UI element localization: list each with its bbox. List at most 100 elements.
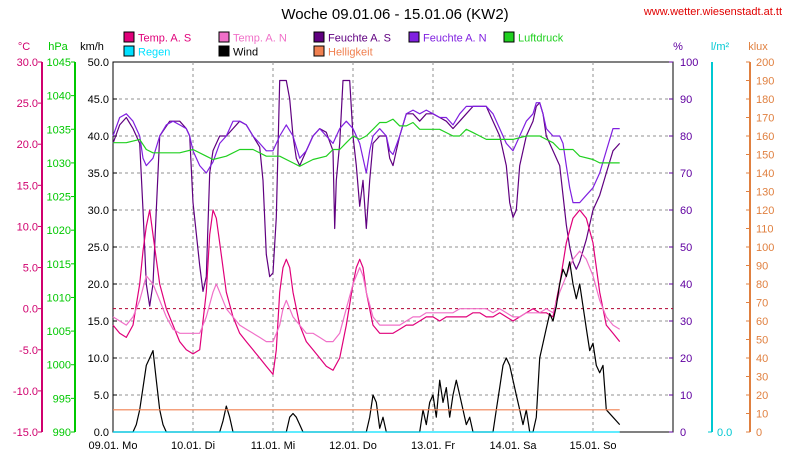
x-tick-label: 15.01. So — [569, 440, 616, 452]
x-tick-label: 12.01. Do — [329, 440, 377, 452]
brightness-tick-label: 160 — [756, 131, 774, 143]
x-tick-label: 09.01. Mo — [89, 440, 138, 452]
brightness-tick-label: 130 — [756, 187, 774, 199]
pressure-tick-label: 1045 — [47, 57, 71, 69]
chart-title: Woche 09.01.06 - 15.01.06 (KW2) — [281, 6, 509, 23]
humidity-tick-label: 40 — [680, 279, 692, 291]
website-url: www.wetter.wiesenstadt.at.tt — [643, 6, 782, 18]
rain-tick-label: 0.0 — [717, 427, 732, 439]
humidity-tick-label: 20 — [680, 353, 692, 365]
x-tick-label: 14.01. Sa — [489, 440, 537, 452]
temp-tick-label: 20.0 — [17, 139, 38, 151]
pressure-tick-label: 1020 — [47, 225, 71, 237]
wind-tick-label: 50.0 — [88, 57, 109, 69]
brightness-tick-label: 140 — [756, 168, 774, 180]
brightness-unit-label: klux — [748, 41, 768, 53]
legend-swatch-temp-a-s — [123, 31, 135, 43]
wind-tick-label: 35.0 — [88, 168, 109, 180]
wind-tick-label: 25.0 — [88, 242, 109, 254]
legend-label-feuchte-a-s: Feuchte A. S — [328, 33, 391, 45]
x-tick-label: 13.01. Fr — [411, 440, 455, 452]
pressure-tick-label: 1035 — [47, 124, 71, 136]
plot-frame — [112, 61, 674, 433]
legend-label-temp-a-n: Temp. A. N — [233, 33, 287, 45]
x-tick-label: 11.01. Mi — [251, 440, 295, 452]
temp-tick-label: -10.0 — [13, 386, 38, 398]
temp-unit-label: °C — [18, 41, 30, 53]
legend-label-temp-a-s: Temp. A. S — [138, 33, 191, 45]
legend-label-feuchte-a-n: Feuchte A. N — [423, 33, 487, 45]
temp-tick-label: 5.0 — [23, 263, 38, 275]
humidity-tick-label: 80 — [680, 131, 692, 143]
humidity-tick-label: 60 — [680, 205, 692, 217]
x-tick-label: 10.01. Di — [171, 440, 215, 452]
humidity-tick-label: 90 — [680, 94, 692, 106]
wind-tick-label: 45.0 — [88, 94, 109, 106]
wind-tick-label: 5.0 — [94, 390, 109, 402]
legend-swatch-luftdruck — [503, 31, 515, 43]
legend-label-helligkeit: Helligkeit — [328, 47, 373, 59]
brightness-tick-label: 190 — [756, 76, 774, 88]
temp-tick-label: 10.0 — [17, 221, 38, 233]
wind-tick-label: 30.0 — [88, 205, 109, 217]
brightness-tick-label: 30 — [756, 372, 768, 384]
rain-unit-label: l/m² — [711, 41, 730, 53]
humidity-unit-label: % — [673, 41, 683, 53]
brightness-tick-label: 180 — [756, 94, 774, 106]
temp-tick-label: 25.0 — [17, 98, 38, 110]
series-line-feuchte-a-s — [112, 79, 621, 307]
series-line-luftdruck — [113, 118, 620, 167]
legend-label-luftdruck: Luftdruck — [518, 33, 564, 45]
brightness-tick-label: 60 — [756, 316, 768, 328]
humidity-tick-label: 50 — [680, 242, 692, 254]
brightness-tick-label: 120 — [756, 205, 774, 217]
legend-swatch-wind — [218, 45, 230, 57]
pressure-tick-label: 1010 — [47, 292, 71, 304]
brightness-tick-label: 20 — [756, 390, 768, 402]
brightness-tick-label: 100 — [756, 242, 774, 254]
brightness-tick-label: 90 — [756, 261, 768, 273]
pressure-tick-label: 1030 — [47, 158, 71, 170]
legend-swatch-feuchte-a-s — [313, 31, 325, 43]
wind-tick-label: 20.0 — [88, 279, 109, 291]
temp-tick-label: -5.0 — [19, 345, 38, 357]
wind-tick-label: 10.0 — [88, 353, 109, 365]
humidity-tick-label: 0 — [680, 427, 686, 439]
legend-label-wind: Wind — [233, 47, 258, 59]
legend-swatch-regen — [123, 45, 135, 57]
wind-tick-label: 0.0 — [94, 427, 109, 439]
brightness-tick-label: 0 — [756, 427, 762, 439]
series-line-temp-a-n — [112, 250, 621, 343]
pressure-tick-label: 1040 — [47, 91, 71, 103]
brightness-tick-label: 40 — [756, 353, 768, 365]
temp-tick-label: 0.0 — [23, 304, 38, 316]
temp-tick-label: -15.0 — [13, 427, 38, 439]
brightness-tick-label: 200 — [756, 57, 774, 69]
brightness-tick-label: 170 — [756, 113, 774, 125]
legend-swatch-feuchte-a-n — [408, 31, 420, 43]
pressure-tick-label: 995 — [53, 393, 71, 405]
temp-tick-label: 15.0 — [17, 180, 38, 192]
pressure-tick-label: 990 — [53, 427, 71, 439]
temp-tick-label: 30.0 — [17, 57, 38, 69]
brightness-tick-label: 150 — [756, 150, 774, 162]
pressure-tick-label: 1025 — [47, 192, 71, 204]
wind-unit-label: km/h — [80, 41, 104, 53]
pressure-tick-label: 1015 — [47, 259, 71, 271]
pressure-unit-label: hPa — [48, 41, 68, 53]
brightness-tick-label: 110 — [756, 224, 774, 236]
brightness-tick-label: 50 — [756, 335, 768, 347]
humidity-tick-label: 70 — [680, 168, 692, 180]
brightness-tick-label: 70 — [756, 298, 768, 310]
humidity-tick-label: 100 — [680, 57, 698, 69]
pressure-tick-label: 1005 — [47, 326, 71, 338]
brightness-tick-label: 10 — [756, 409, 768, 421]
humidity-tick-label: 30 — [680, 316, 692, 328]
brightness-tick-label: 80 — [756, 279, 768, 291]
humidity-tick-label: 10 — [680, 390, 692, 402]
pressure-tick-label: 1000 — [47, 360, 71, 372]
wind-tick-label: 15.0 — [88, 316, 109, 328]
wind-tick-label: 40.0 — [88, 131, 109, 143]
legend-swatch-helligkeit — [313, 45, 325, 57]
